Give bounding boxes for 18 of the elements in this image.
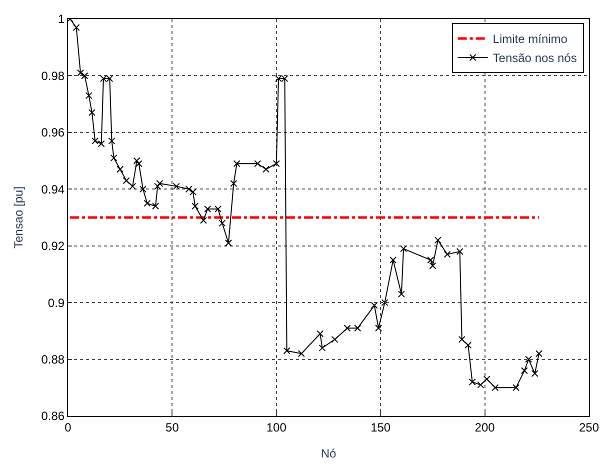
y-tick-label: 0.92 bbox=[41, 239, 65, 254]
x-tick-label: 200 bbox=[474, 420, 496, 434]
x-tick-label: 100 bbox=[266, 420, 287, 434]
x-axis-title: Nó bbox=[320, 446, 336, 460]
y-tick-label: 0.96 bbox=[41, 126, 65, 140]
y-tick-label: 0.9 bbox=[48, 296, 65, 310]
x-tick-label: 50 bbox=[166, 420, 180, 434]
x-tick-label: 150 bbox=[370, 420, 391, 434]
y-tick-label: 0.94 bbox=[41, 182, 65, 196]
y-tick-label: 0.88 bbox=[41, 352, 65, 366]
x-tick-label: 0 bbox=[64, 420, 72, 434]
y-axis-title: Tensao [pu] bbox=[12, 186, 26, 249]
y-tick-label: 1 bbox=[58, 12, 65, 26]
legend-label: Limite mínimo bbox=[492, 32, 568, 46]
x-tick-label: 250 bbox=[578, 420, 600, 434]
y-tick-label: 0.98 bbox=[41, 68, 65, 83]
legend-label: Tensão nos nós bbox=[492, 51, 577, 66]
y-tick-label: 0.86 bbox=[41, 409, 65, 424]
